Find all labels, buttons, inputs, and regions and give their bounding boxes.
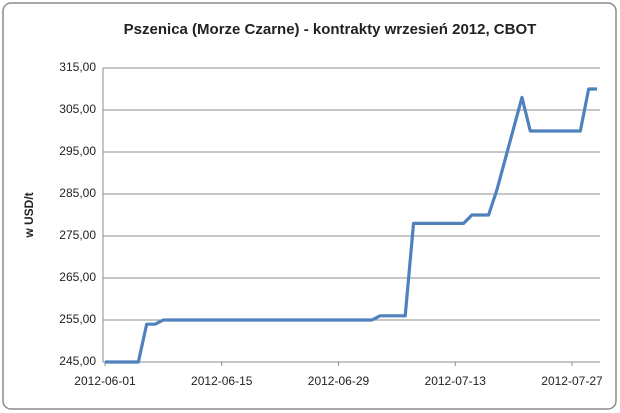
y-tick-label: 245,00 — [59, 354, 96, 368]
y-tick-label: 315,00 — [59, 60, 96, 74]
y-tick-label: 265,00 — [59, 270, 96, 284]
chart-frame — [2, 2, 617, 410]
data-line — [105, 87, 597, 364]
y-tick-label: 295,00 — [59, 144, 96, 158]
x-tick-label: 2012-06-01 — [74, 374, 136, 388]
y-tick-label: 285,00 — [59, 186, 96, 200]
chart-title: Pszenica (Morze Czarne) - kontrakty wrze… — [124, 21, 537, 38]
y-tick-label: 255,00 — [59, 312, 96, 326]
y-axis-label: w USD/t — [22, 192, 36, 238]
y-tick-label: 305,00 — [59, 102, 96, 116]
x-tick-label: 2012-06-29 — [308, 374, 370, 388]
x-tick-label: 2012-06-15 — [191, 374, 253, 388]
y-tick-label: 275,00 — [59, 228, 96, 242]
x-tick-label: 2012-07-13 — [425, 374, 487, 388]
x-tick-label: 2012-07-27 — [541, 374, 603, 388]
